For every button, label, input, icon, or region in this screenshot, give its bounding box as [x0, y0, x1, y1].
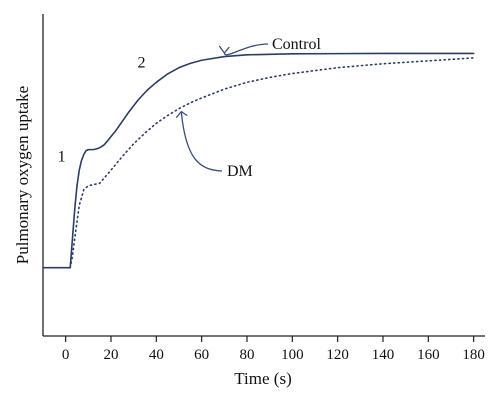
x-tick-label: 180 — [462, 347, 485, 363]
series-lines — [42, 52, 475, 269]
arrow-head-icon — [175, 110, 188, 119]
annotations: Control DM 1 2 — [58, 36, 322, 180]
annotation-control-arrow — [223, 43, 269, 56]
series-line-control — [42, 52, 475, 269]
x-tick-label: 20 — [104, 347, 119, 363]
x-tick-label: 80 — [240, 347, 255, 363]
x-tick-label: 120 — [326, 347, 349, 363]
y-axis-title: Pulmonary oxygen uptake — [13, 86, 32, 264]
annotation-dm: DM — [227, 163, 253, 180]
x-tick-label: 160 — [417, 347, 440, 363]
annotation-dm-arrow — [180, 111, 223, 172]
axes — [42, 14, 485, 337]
series-line-dm — [69, 57, 475, 269]
x-tick-label: 0 — [62, 347, 70, 363]
x-ticks — [65, 336, 475, 342]
x-tick-label: 40 — [149, 347, 164, 363]
arrow-head-icon — [218, 45, 230, 55]
phase-label-2: 2 — [137, 55, 145, 72]
annotation-control: Control — [272, 36, 321, 53]
x-tick-label: 100 — [281, 347, 304, 363]
x-tick-labels: 0 20 40 60 80 100 120 140 160 180 — [62, 347, 485, 363]
x-tick-label: 60 — [194, 347, 209, 363]
phase-label-1: 1 — [58, 148, 66, 165]
x-axis-title: Time (s) — [234, 369, 291, 388]
x-tick-label: 140 — [372, 347, 395, 363]
